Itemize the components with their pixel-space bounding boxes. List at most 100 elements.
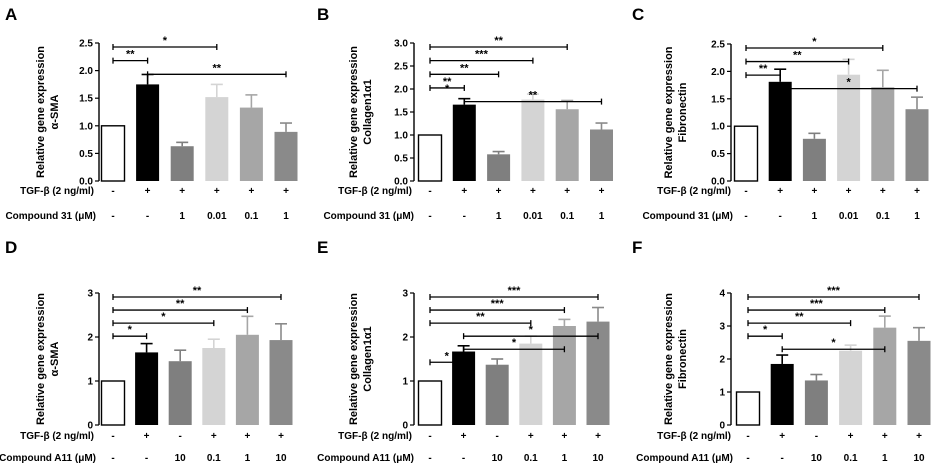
condition-value: 10 (592, 453, 604, 464)
bar (733, 125, 759, 182)
significance-label: ** (443, 76, 452, 88)
bar (202, 348, 226, 425)
condition-value: - (744, 186, 747, 197)
condition-value: + (179, 186, 185, 197)
condition-value: 0.1 (876, 211, 890, 222)
bar (555, 109, 579, 181)
significance-label: ** (126, 49, 135, 61)
condition-value: - (428, 453, 431, 464)
bar (873, 327, 897, 425)
condition-value: + (144, 431, 150, 442)
condition-value: 1 (914, 211, 920, 222)
condition-value: 1 (283, 211, 289, 222)
y-tick-label: 1.5 (79, 94, 93, 105)
bar (452, 104, 476, 181)
condition-value: - (815, 431, 818, 442)
condition-value: - (145, 453, 148, 464)
condition-value: 1 (245, 453, 251, 464)
condition-value: - (462, 453, 465, 464)
bar (907, 340, 931, 425)
condition-value: - (463, 211, 466, 222)
bar (235, 334, 259, 425)
bar (802, 138, 826, 181)
y-axis-label: Relative gene expression (663, 46, 675, 178)
y-axis-label: Relative gene expression (35, 46, 47, 178)
bar (168, 361, 192, 425)
y-tick-label: 3 (402, 289, 408, 300)
condition-value: 10 (492, 453, 504, 464)
condition-value: 1 (599, 211, 605, 222)
y-tick-label: 2.5 (394, 62, 408, 73)
y-tick-label: 0.5 (711, 149, 725, 160)
condition-label: TGF-β (2 ng/ml) (20, 431, 94, 442)
condition-value: + (528, 431, 534, 442)
bar (269, 340, 293, 425)
y-tick-label: 0.5 (394, 154, 408, 165)
condition-value: + (880, 186, 886, 197)
condition-value: - (111, 186, 114, 197)
panel-letter: F (632, 238, 642, 257)
condition-label: TGF-β (2 ng/ml) (657, 186, 731, 197)
y-tick-label: 2.0 (711, 67, 725, 78)
significance-label: *** (827, 285, 841, 297)
y-axis-label: α-SMA (49, 95, 61, 130)
condition-label: Compound 31 (μM) (5, 211, 96, 222)
condition-label: Compound 31 (μM) (642, 211, 733, 222)
significance-label: * (812, 36, 817, 48)
condition-value: - (779, 211, 782, 222)
y-axis-label: Fibronectin (677, 82, 689, 142)
bar (590, 129, 613, 181)
y-tick-label: 2 (87, 333, 93, 344)
condition-label: TGF-β (2 ng/ml) (338, 186, 412, 197)
significance-label: ** (529, 90, 538, 102)
significance-label: ** (176, 298, 185, 310)
y-tick-label: 1 (719, 388, 725, 399)
condition-value: 10 (811, 453, 823, 464)
y-tick-label: 0 (402, 421, 408, 432)
significance-label: ** (793, 50, 802, 62)
y-axis-label: Collagen1α1 (362, 326, 374, 391)
condition-value: - (428, 186, 431, 197)
condition-value: - (111, 211, 114, 222)
y-tick-label: 0.5 (79, 149, 93, 160)
significance-label: * (445, 350, 450, 362)
bar (837, 74, 861, 181)
y-axis-label: Collagen1α1 (362, 79, 374, 144)
y-tick-label: 0 (719, 421, 725, 432)
y-tick-label: 0.0 (394, 177, 408, 188)
y-tick-label: 1.5 (711, 94, 725, 105)
condition-value: 0.1 (844, 453, 858, 464)
bar (274, 131, 298, 181)
bar (135, 352, 159, 425)
y-axis-label: Fibronectin (677, 329, 689, 389)
significance-label: * (831, 337, 836, 349)
y-tick-label: 0.0 (711, 177, 725, 188)
significance-label: ** (460, 62, 469, 74)
panel-c: C Relative gene expression Fibronectin 0.0 0… (632, 5, 929, 222)
condition-label: Compound A11 (μM) (317, 453, 414, 464)
bar (417, 134, 443, 182)
significance-label: * (846, 77, 851, 89)
y-tick-label: 3.0 (394, 39, 408, 50)
bar (487, 154, 511, 181)
panel-letter: D (5, 238, 17, 257)
condition-value: + (777, 186, 783, 197)
panel-f: F Relative gene expression Fibronectin 0 1 2 3… (632, 238, 931, 464)
bar (586, 321, 610, 425)
y-axis-label: Relative gene expression (663, 293, 675, 425)
condition-value: 10 (913, 453, 925, 464)
condition-value: 0.1 (524, 453, 538, 464)
condition-value: + (595, 431, 601, 442)
condition-value: - (496, 431, 499, 442)
panel-letter: C (632, 5, 644, 24)
y-tick-label: 1.5 (394, 108, 408, 119)
condition-value: + (145, 186, 151, 197)
condition-value: + (248, 186, 254, 197)
bar (239, 107, 263, 181)
panel-a: A Relative gene expression α-SMA 0.0 0.5 1.0 1… (5, 5, 298, 222)
bar (452, 351, 476, 425)
bar (768, 81, 792, 181)
significance-label: * (763, 324, 768, 336)
condition-value: + (914, 186, 920, 197)
